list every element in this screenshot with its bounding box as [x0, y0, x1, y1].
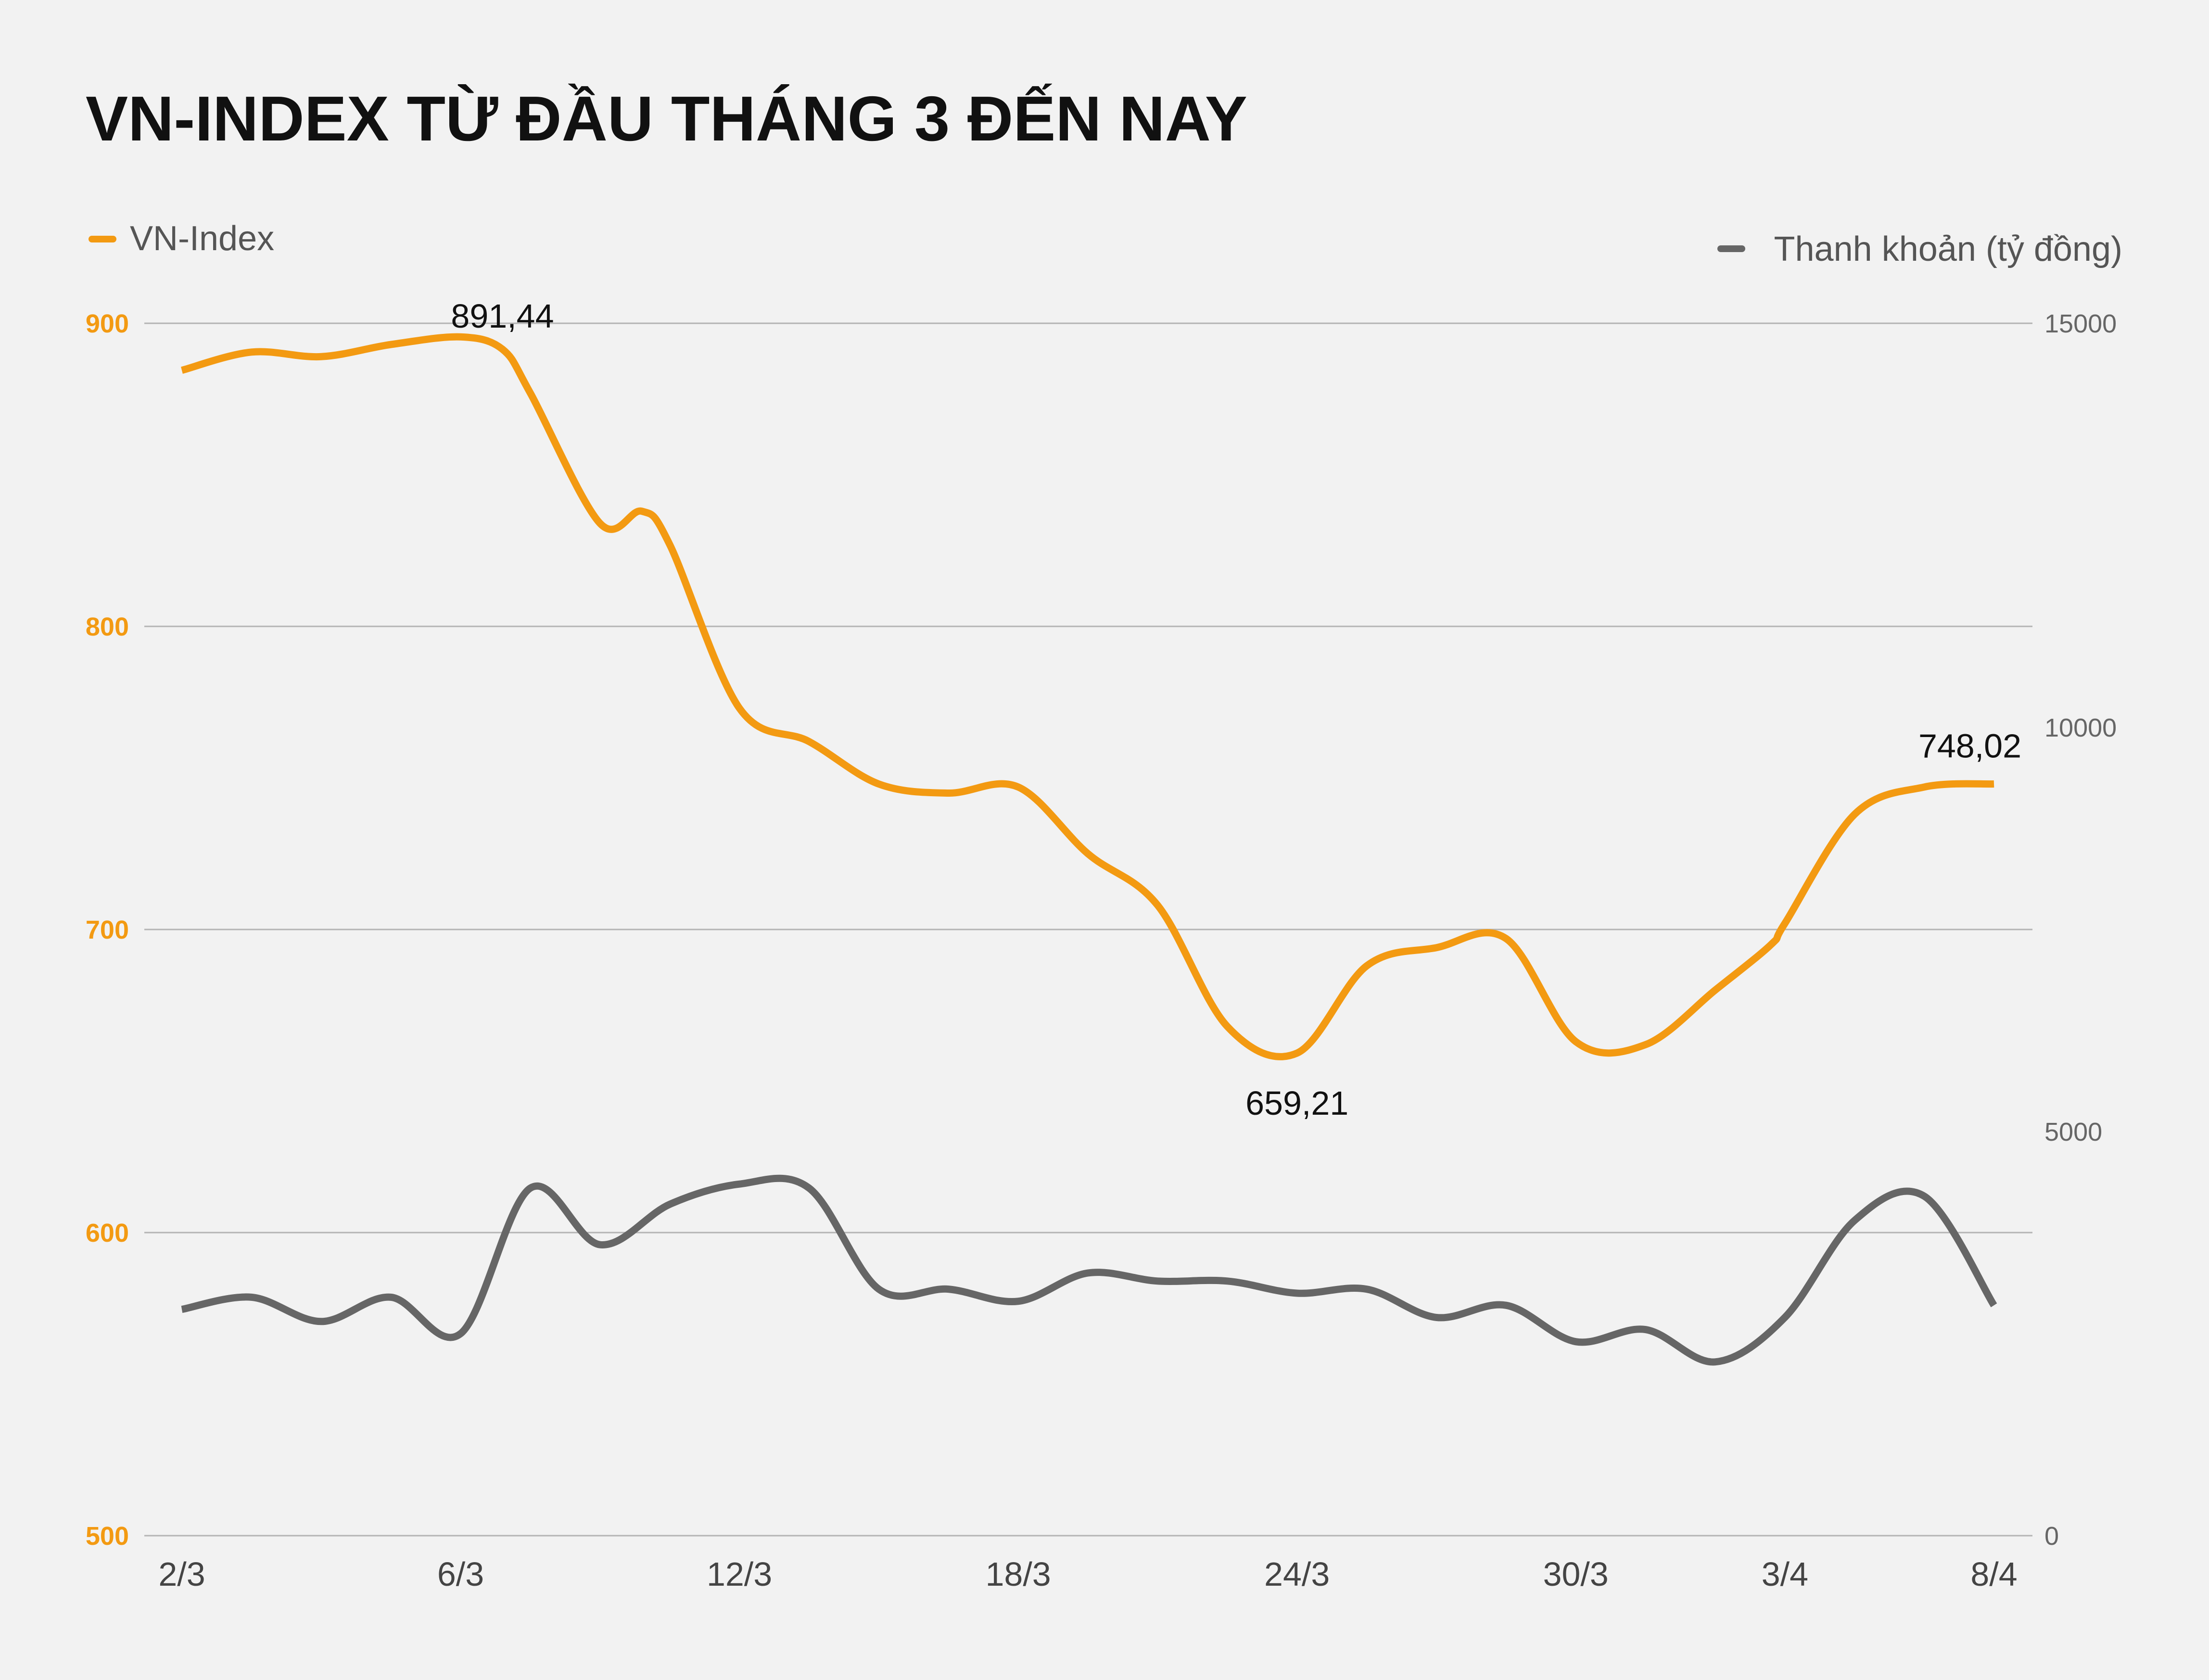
series-lines: [181, 333, 1997, 1366]
right-tick-label: 10000: [2044, 713, 2117, 742]
x-tick-label: 6/3: [437, 1555, 484, 1593]
data-label: 659,21: [1245, 1084, 1348, 1122]
chart-title: VN-INDEX TỪ ĐẦU THÁNG 3 ĐẾN NAY: [86, 83, 1247, 154]
x-tick-label: 18/3: [985, 1555, 1051, 1593]
x-tick-label: 3/4: [1762, 1555, 1808, 1593]
legend-liquidity-label: Thanh khoản (tỷ đồng): [1774, 230, 2122, 268]
left-tick-label: 600: [86, 1219, 129, 1247]
annotations: 891,44 659,21 748,02: [451, 297, 2021, 1122]
right-tick-label: 15000: [2044, 309, 2117, 338]
data-label: 748,02: [1918, 727, 2021, 764]
x-tick-label: 12/3: [707, 1555, 772, 1593]
x-tick-label: 30/3: [1543, 1555, 1609, 1593]
left-tick-label: 800: [86, 612, 129, 641]
legend-liquidity-swatch: [1717, 245, 1745, 252]
right-tick-label: 0: [2044, 1522, 2059, 1551]
series-line-liquidity: [181, 1174, 1997, 1366]
right-tick-label: 5000: [2044, 1118, 2102, 1146]
data-label: 891,44: [451, 297, 554, 335]
legend-vnindex-swatch: [89, 236, 116, 242]
legend-vnindex: VN-Index: [89, 219, 274, 258]
left-axis-ticks: 500 600 700 800 900: [86, 309, 129, 1551]
legend-liquidity: Thanh khoản (tỷ đồng): [1717, 230, 2122, 268]
left-tick-label: 500: [86, 1522, 129, 1551]
x-axis-ticks: 2/3 6/3 12/3 18/3 24/3 30/3 3/4 8/4: [158, 1555, 2017, 1593]
x-tick-label: 2/3: [158, 1555, 205, 1593]
series-line-vnindex: [181, 333, 1994, 1060]
legend-vnindex-label: VN-Index: [130, 219, 274, 258]
right-axis-ticks: 0 5000 10000 15000: [2044, 309, 2117, 1551]
left-tick-label: 700: [86, 916, 129, 944]
x-tick-label: 8/4: [1970, 1555, 2017, 1593]
left-tick-label: 900: [86, 309, 129, 338]
x-tick-label: 24/3: [1264, 1555, 1330, 1593]
gridlines: [144, 322, 2032, 1537]
